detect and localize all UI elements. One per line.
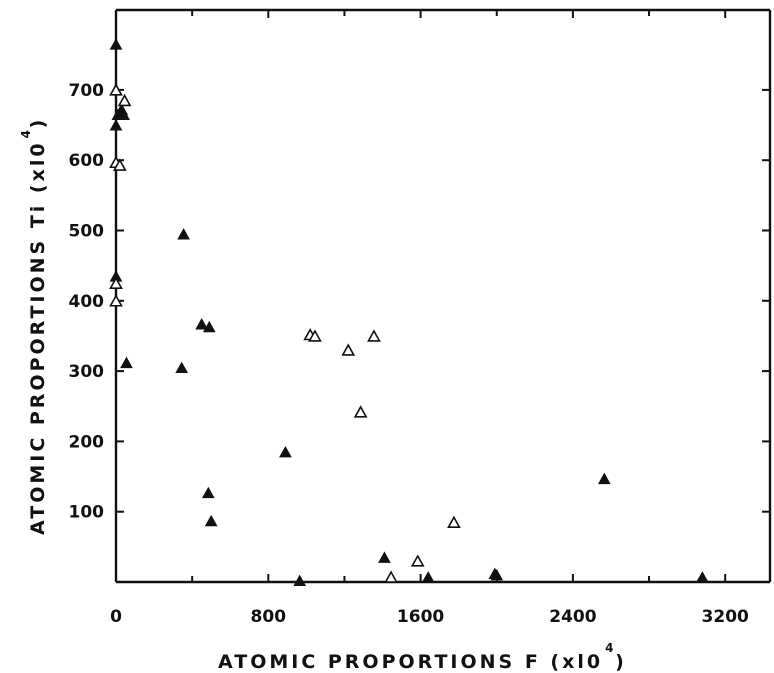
data-point-filled-triangle: [120, 356, 133, 369]
data-point-filled-triangle: [279, 445, 292, 458]
x-axis-title-close: ): [615, 651, 627, 673]
data-point-filled-triangle: [109, 38, 123, 50]
x-tick-label: 0: [110, 607, 122, 627]
data-point-open-triangle: [384, 570, 398, 583]
data-point-filled-triangle: [117, 108, 130, 120]
y-tick-label: 500: [69, 222, 105, 242]
y-tick-label: 700: [69, 81, 105, 101]
data-point-open-triangle: [353, 405, 368, 418]
data-point-filled-triangle: [696, 571, 709, 583]
data-point-filled-triangle: [201, 486, 215, 499]
x-tick-label: 1600: [397, 607, 444, 627]
data-point-open-triangle: [308, 329, 322, 342]
data-point-open-triangle: [112, 158, 127, 171]
y-tick-label: 400: [69, 292, 105, 312]
y-tick-label: 300: [69, 362, 105, 382]
data-point-open-triangle: [109, 83, 123, 96]
y-tick-label: 600: [69, 151, 105, 171]
y-axis-title-superscript: 4: [19, 130, 33, 138]
data-point-filled-triangle: [597, 472, 611, 485]
data-point-filled-triangle: [378, 551, 391, 563]
data-point-filled-triangle: [204, 514, 218, 527]
data-point-filled-triangle: [421, 571, 435, 583]
x-tick-label: 800: [251, 607, 287, 627]
data-point-open-triangle: [109, 276, 123, 289]
y-tick-label: 200: [69, 432, 105, 452]
x-axis-title: ATOMIC PROPORTIONS F (xl0: [218, 651, 603, 673]
data-point-open-triangle: [367, 329, 381, 342]
data-point-filled-triangle: [293, 574, 307, 587]
x-axis-title-superscript: 4: [605, 641, 613, 655]
data-point-filled-triangle: [177, 228, 190, 240]
data-point-open-triangle: [117, 93, 132, 107]
data-point-filled-triangle: [202, 320, 216, 333]
data-point-filled-triangle: [195, 318, 209, 330]
data-point-filled-triangle: [490, 568, 504, 581]
y-axis-title-close: ): [27, 117, 49, 129]
data-point-open-triangle: [341, 343, 356, 356]
x-tick-label: 3200: [702, 607, 749, 627]
y-axis-title: ATOMIC PROPORTIONS Ti (xl0: [27, 140, 49, 535]
data-point-filled-triangle: [109, 119, 123, 131]
data-point-filled-triangle: [175, 361, 189, 374]
y-axis-title-group: ATOMIC PROPORTIONS Ti (xl0 4): [19, 117, 49, 535]
data-point-open-triangle: [109, 294, 123, 307]
y-tick-label: 100: [69, 503, 105, 523]
data-point-open-triangle: [410, 554, 425, 567]
data-point-open-triangle: [447, 515, 461, 528]
x-tick-label: 2400: [549, 607, 596, 627]
